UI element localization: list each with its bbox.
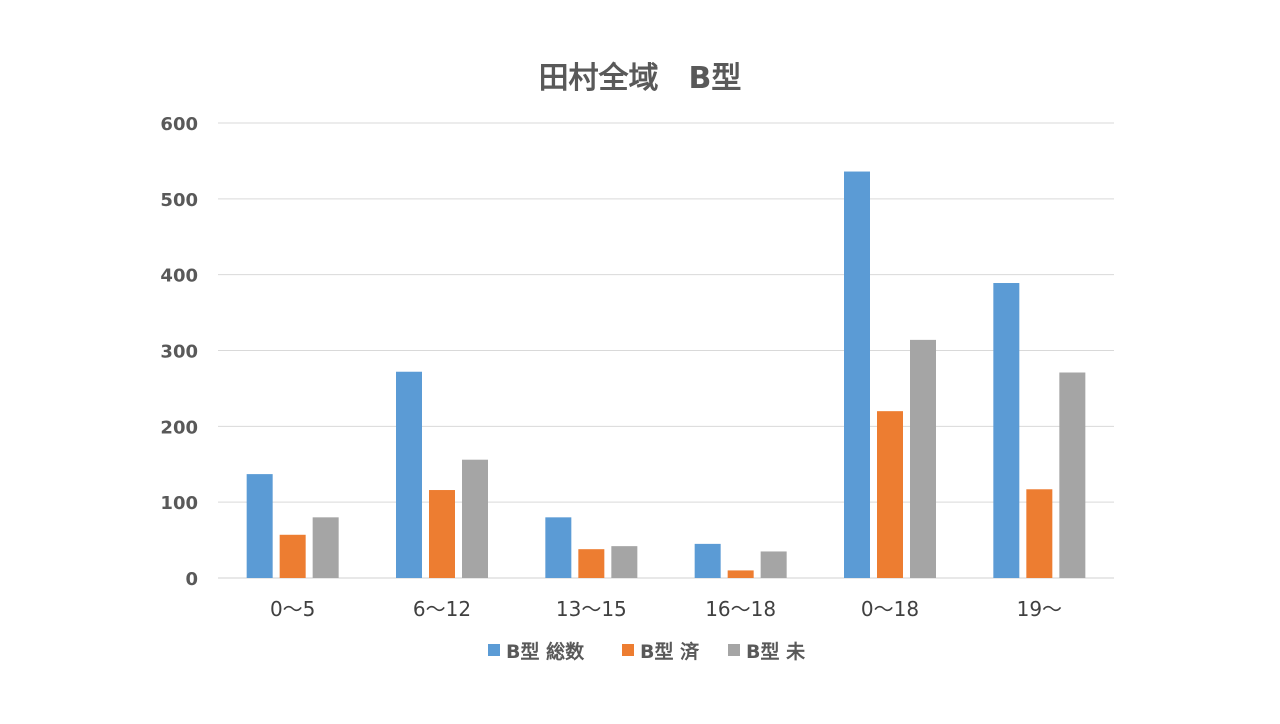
- legend-swatch: [488, 644, 500, 656]
- bar: [727, 570, 754, 578]
- legend-item: B型 総数: [488, 640, 585, 663]
- bar: [910, 339, 936, 578]
- x-tick-label: 13～15: [556, 597, 627, 621]
- legend-item: B型 未: [728, 640, 805, 663]
- legend-swatch: [728, 644, 740, 656]
- y-tick-label: 600: [160, 114, 198, 135]
- bar: [312, 517, 339, 578]
- legend-item: B型 済: [622, 640, 700, 663]
- bars: [246, 171, 1086, 579]
- bar: [279, 534, 306, 578]
- legend: B型 総数 B型 済 B型 未: [488, 640, 805, 663]
- x-tick-label: 19～: [1017, 597, 1062, 621]
- y-tick-label: 100: [160, 493, 198, 514]
- bar: [611, 546, 638, 578]
- bar: [1059, 372, 1086, 578]
- bar: [545, 517, 572, 578]
- bar: [694, 543, 721, 578]
- bar: [578, 549, 605, 578]
- bar: [462, 459, 488, 578]
- x-tick-label: 0～5: [270, 597, 315, 621]
- bar: [1026, 489, 1053, 578]
- bar: [760, 551, 787, 578]
- legend-label: B型 済: [640, 640, 700, 663]
- y-tick-label: 500: [160, 190, 198, 211]
- bar: [877, 411, 903, 578]
- gridlines: [218, 122, 1114, 579]
- chart-title: 田村全域 B型: [539, 61, 742, 96]
- y-tick-label: 300: [160, 342, 198, 363]
- legend-swatch: [622, 644, 634, 656]
- legend-label: B型 総数: [506, 640, 585, 663]
- bar: [396, 371, 422, 578]
- legend-label: B型 未: [746, 640, 805, 663]
- bar: [429, 490, 455, 578]
- bar: [993, 283, 1020, 578]
- bar: [246, 474, 273, 578]
- y-tick-label: 0: [185, 569, 198, 590]
- y-tick-label: 200: [160, 417, 198, 438]
- x-tick-label: 0～18: [861, 597, 919, 621]
- x-tick-label: 16～18: [705, 597, 776, 621]
- x-tick-label: 6～12: [413, 597, 471, 621]
- x-axis-ticks: 0～5 6～12 13～15 16～18 0～18 19～: [270, 597, 1062, 621]
- bar: [844, 171, 870, 579]
- y-tick-label: 400: [160, 266, 198, 287]
- y-axis-ticks: 0 100 200 300 400 500 600: [160, 114, 198, 590]
